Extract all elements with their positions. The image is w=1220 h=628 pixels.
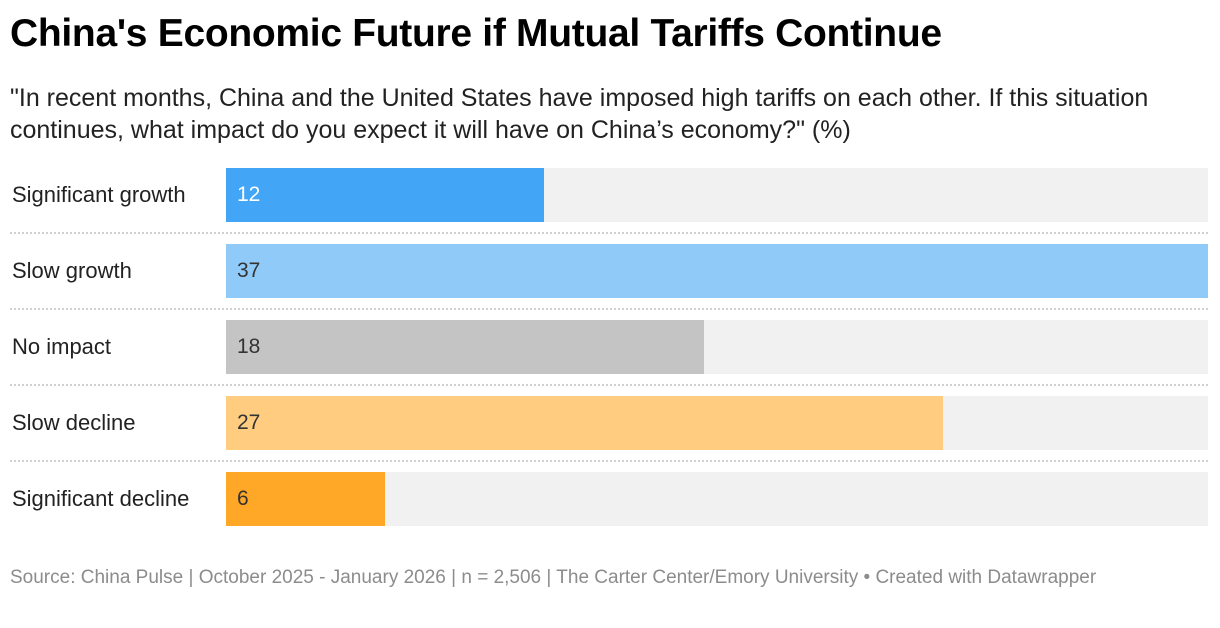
bar-track: 37 [226, 244, 1208, 298]
bar: 6 [226, 472, 386, 526]
bar-track: 27 [226, 396, 1208, 450]
source-note: Source: China Pulse | October 2025 - Jan… [10, 567, 1097, 588]
value-label: 12 [237, 183, 261, 206]
bar-track: 6 [226, 472, 1208, 526]
row-separator [10, 384, 1208, 386]
bar-row: Significant growth 12 [0, 168, 1220, 222]
bar: 27 [226, 396, 943, 450]
value-label: 37 [237, 259, 261, 282]
bar: 18 [226, 320, 704, 374]
bar: 37 [226, 244, 1208, 298]
row-separator [10, 232, 1208, 234]
bar-row: Slow growth 37 [0, 244, 1220, 298]
value-label: 27 [237, 411, 261, 434]
chart-subtitle: "In recent months, China and the United … [10, 84, 1149, 144]
chart-title: China's Economic Future if Mutual Tariff… [10, 12, 942, 55]
row-separator [10, 308, 1208, 310]
category-label: Significant decline [12, 486, 190, 511]
row-separator [10, 460, 1208, 462]
bar: 12 [226, 168, 545, 222]
value-label: 6 [237, 487, 249, 510]
value-label: 18 [237, 335, 261, 358]
bar-row: No impact 18 [0, 320, 1220, 374]
category-label: No impact [12, 334, 112, 359]
category-label: Significant growth [12, 182, 186, 207]
bar-row: Significant decline 6 [0, 472, 1220, 526]
bar-track: 18 [226, 320, 1208, 374]
category-label: Slow decline [12, 410, 136, 435]
category-label: Slow growth [12, 258, 132, 283]
bar-track: 12 [226, 168, 1208, 222]
bar-row: Slow decline 27 [0, 396, 1220, 450]
